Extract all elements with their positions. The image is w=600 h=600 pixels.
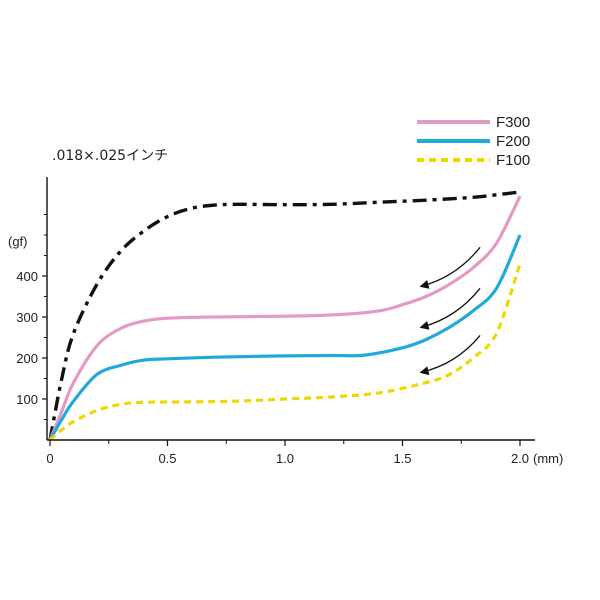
y-tick-label: 100: [16, 392, 38, 407]
chart-title: .018×.025インチ: [52, 148, 168, 164]
series-line-f100: [48, 263, 522, 442]
legend-label-f300: F300: [496, 114, 530, 131]
series-line-f300: [48, 195, 522, 441]
legend-label-f100: F100: [496, 152, 530, 169]
y-axis-label: (gf): [8, 234, 28, 249]
x-tick-label: 1.0: [276, 451, 294, 466]
arrow-3: [419, 335, 481, 376]
legend: F300 F200 F100: [417, 114, 530, 169]
y-ticks: 100 200 300 400: [16, 214, 47, 420]
x-tick-label: 0: [46, 451, 53, 466]
y-tick-label: 400: [16, 269, 38, 284]
x-axis-label: (mm): [533, 451, 563, 466]
series-line-unlabeled: [48, 190, 521, 441]
x-tick-label: 2.0: [511, 451, 529, 466]
arrow-2: [419, 287, 481, 330]
x-tick-label: 0.5: [158, 451, 176, 466]
x-ticks: 0 0.5 1.0 1.5 2.0: [46, 440, 529, 466]
series-line-f200: [48, 234, 522, 441]
arrow-1: [419, 246, 481, 289]
series-group: [48, 190, 522, 442]
y-tick-label: 200: [16, 351, 38, 366]
annotation-arrows: [419, 246, 481, 376]
x-tick-label: 1.5: [393, 451, 411, 466]
legend-label-f200: F200: [496, 133, 530, 150]
y-tick-label: 300: [16, 310, 38, 325]
